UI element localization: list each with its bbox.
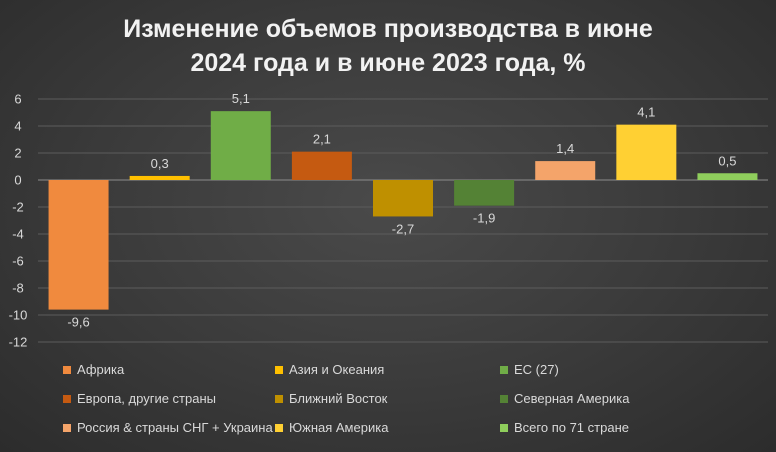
data-label: 2,1 bbox=[313, 132, 331, 147]
y-tick-label: -8 bbox=[12, 281, 24, 296]
legend-swatch bbox=[275, 394, 283, 403]
legend-label: Ближний Восток bbox=[289, 391, 388, 406]
legend-item: Азия и Океания bbox=[275, 362, 384, 377]
bar-9 bbox=[697, 173, 758, 180]
y-tick-label: -12 bbox=[9, 335, 28, 350]
y-tick-label: -6 bbox=[12, 254, 24, 269]
legend-item: ЕС (27) bbox=[500, 362, 559, 377]
data-label: 0,5 bbox=[718, 153, 736, 168]
legend-swatch bbox=[63, 365, 71, 374]
legend-label: Африка bbox=[77, 362, 125, 377]
legend-item: Европа, другие страны bbox=[63, 391, 216, 406]
legend-item: Африка bbox=[63, 362, 124, 377]
legend-item: Всего по 71 стране bbox=[500, 420, 629, 435]
chart-legend: Африка Азия и Океания ЕС (27) Европа, други… bbox=[63, 362, 763, 446]
bar-4 bbox=[291, 151, 352, 180]
data-label: -9,6 bbox=[67, 315, 89, 330]
legend-label: Россия & страны СНГ + Украина bbox=[77, 420, 273, 435]
data-label: 4,1 bbox=[637, 105, 655, 120]
y-tick-label: 2 bbox=[14, 146, 21, 161]
legend-item: Северная Америка bbox=[500, 391, 629, 406]
bar-3 bbox=[210, 111, 271, 180]
y-tick-label: -10 bbox=[9, 308, 28, 323]
data-label: -1,9 bbox=[473, 211, 495, 226]
legend-item: Россия & страны СНГ + Украина bbox=[63, 420, 273, 435]
y-tick-label: -4 bbox=[12, 227, 24, 242]
y-tick-label: 4 bbox=[14, 119, 21, 134]
bar-1 bbox=[48, 180, 109, 310]
legend-label: Азия и Океания bbox=[289, 362, 385, 377]
y-tick-label: -2 bbox=[12, 200, 24, 215]
legend-swatch bbox=[275, 365, 283, 374]
legend-swatch bbox=[500, 394, 508, 403]
legend-swatch bbox=[63, 394, 71, 403]
data-label: 5,1 bbox=[232, 91, 250, 106]
legend-label: Всего по 71 стране bbox=[514, 420, 629, 435]
legend-item: Южная Америка bbox=[275, 420, 388, 435]
data-label: -2,7 bbox=[392, 221, 414, 236]
chart-title-line-2: 2024 года и в июне 2023 года, % bbox=[190, 49, 586, 77]
bar-7 bbox=[535, 161, 596, 180]
y-tick-label: 0 bbox=[14, 173, 21, 188]
y-tick-label: 6 bbox=[14, 92, 21, 107]
legend-label: Южная Америка bbox=[289, 420, 389, 435]
bar-8 bbox=[616, 124, 677, 180]
legend-swatch bbox=[63, 423, 71, 432]
legend-swatch bbox=[275, 423, 283, 432]
legend-label: ЕС (27) bbox=[514, 362, 559, 377]
chart-title: Изменение объемов производства в июне 20… bbox=[0, 12, 776, 80]
bar-6 bbox=[454, 180, 515, 206]
data-label: 1,4 bbox=[556, 141, 574, 156]
legend-label: Северная Америка bbox=[514, 391, 630, 406]
bar-2 bbox=[129, 175, 190, 180]
data-label: 0,3 bbox=[151, 156, 169, 171]
legend-label: Европа, другие страны bbox=[77, 391, 216, 406]
chart-title-line-1: Изменение объемов производства в июне bbox=[123, 15, 653, 43]
legend-swatch bbox=[500, 423, 508, 432]
legend-swatch bbox=[500, 365, 508, 374]
legend-item: Ближний Восток bbox=[275, 391, 387, 406]
bar-5 bbox=[373, 180, 433, 217]
